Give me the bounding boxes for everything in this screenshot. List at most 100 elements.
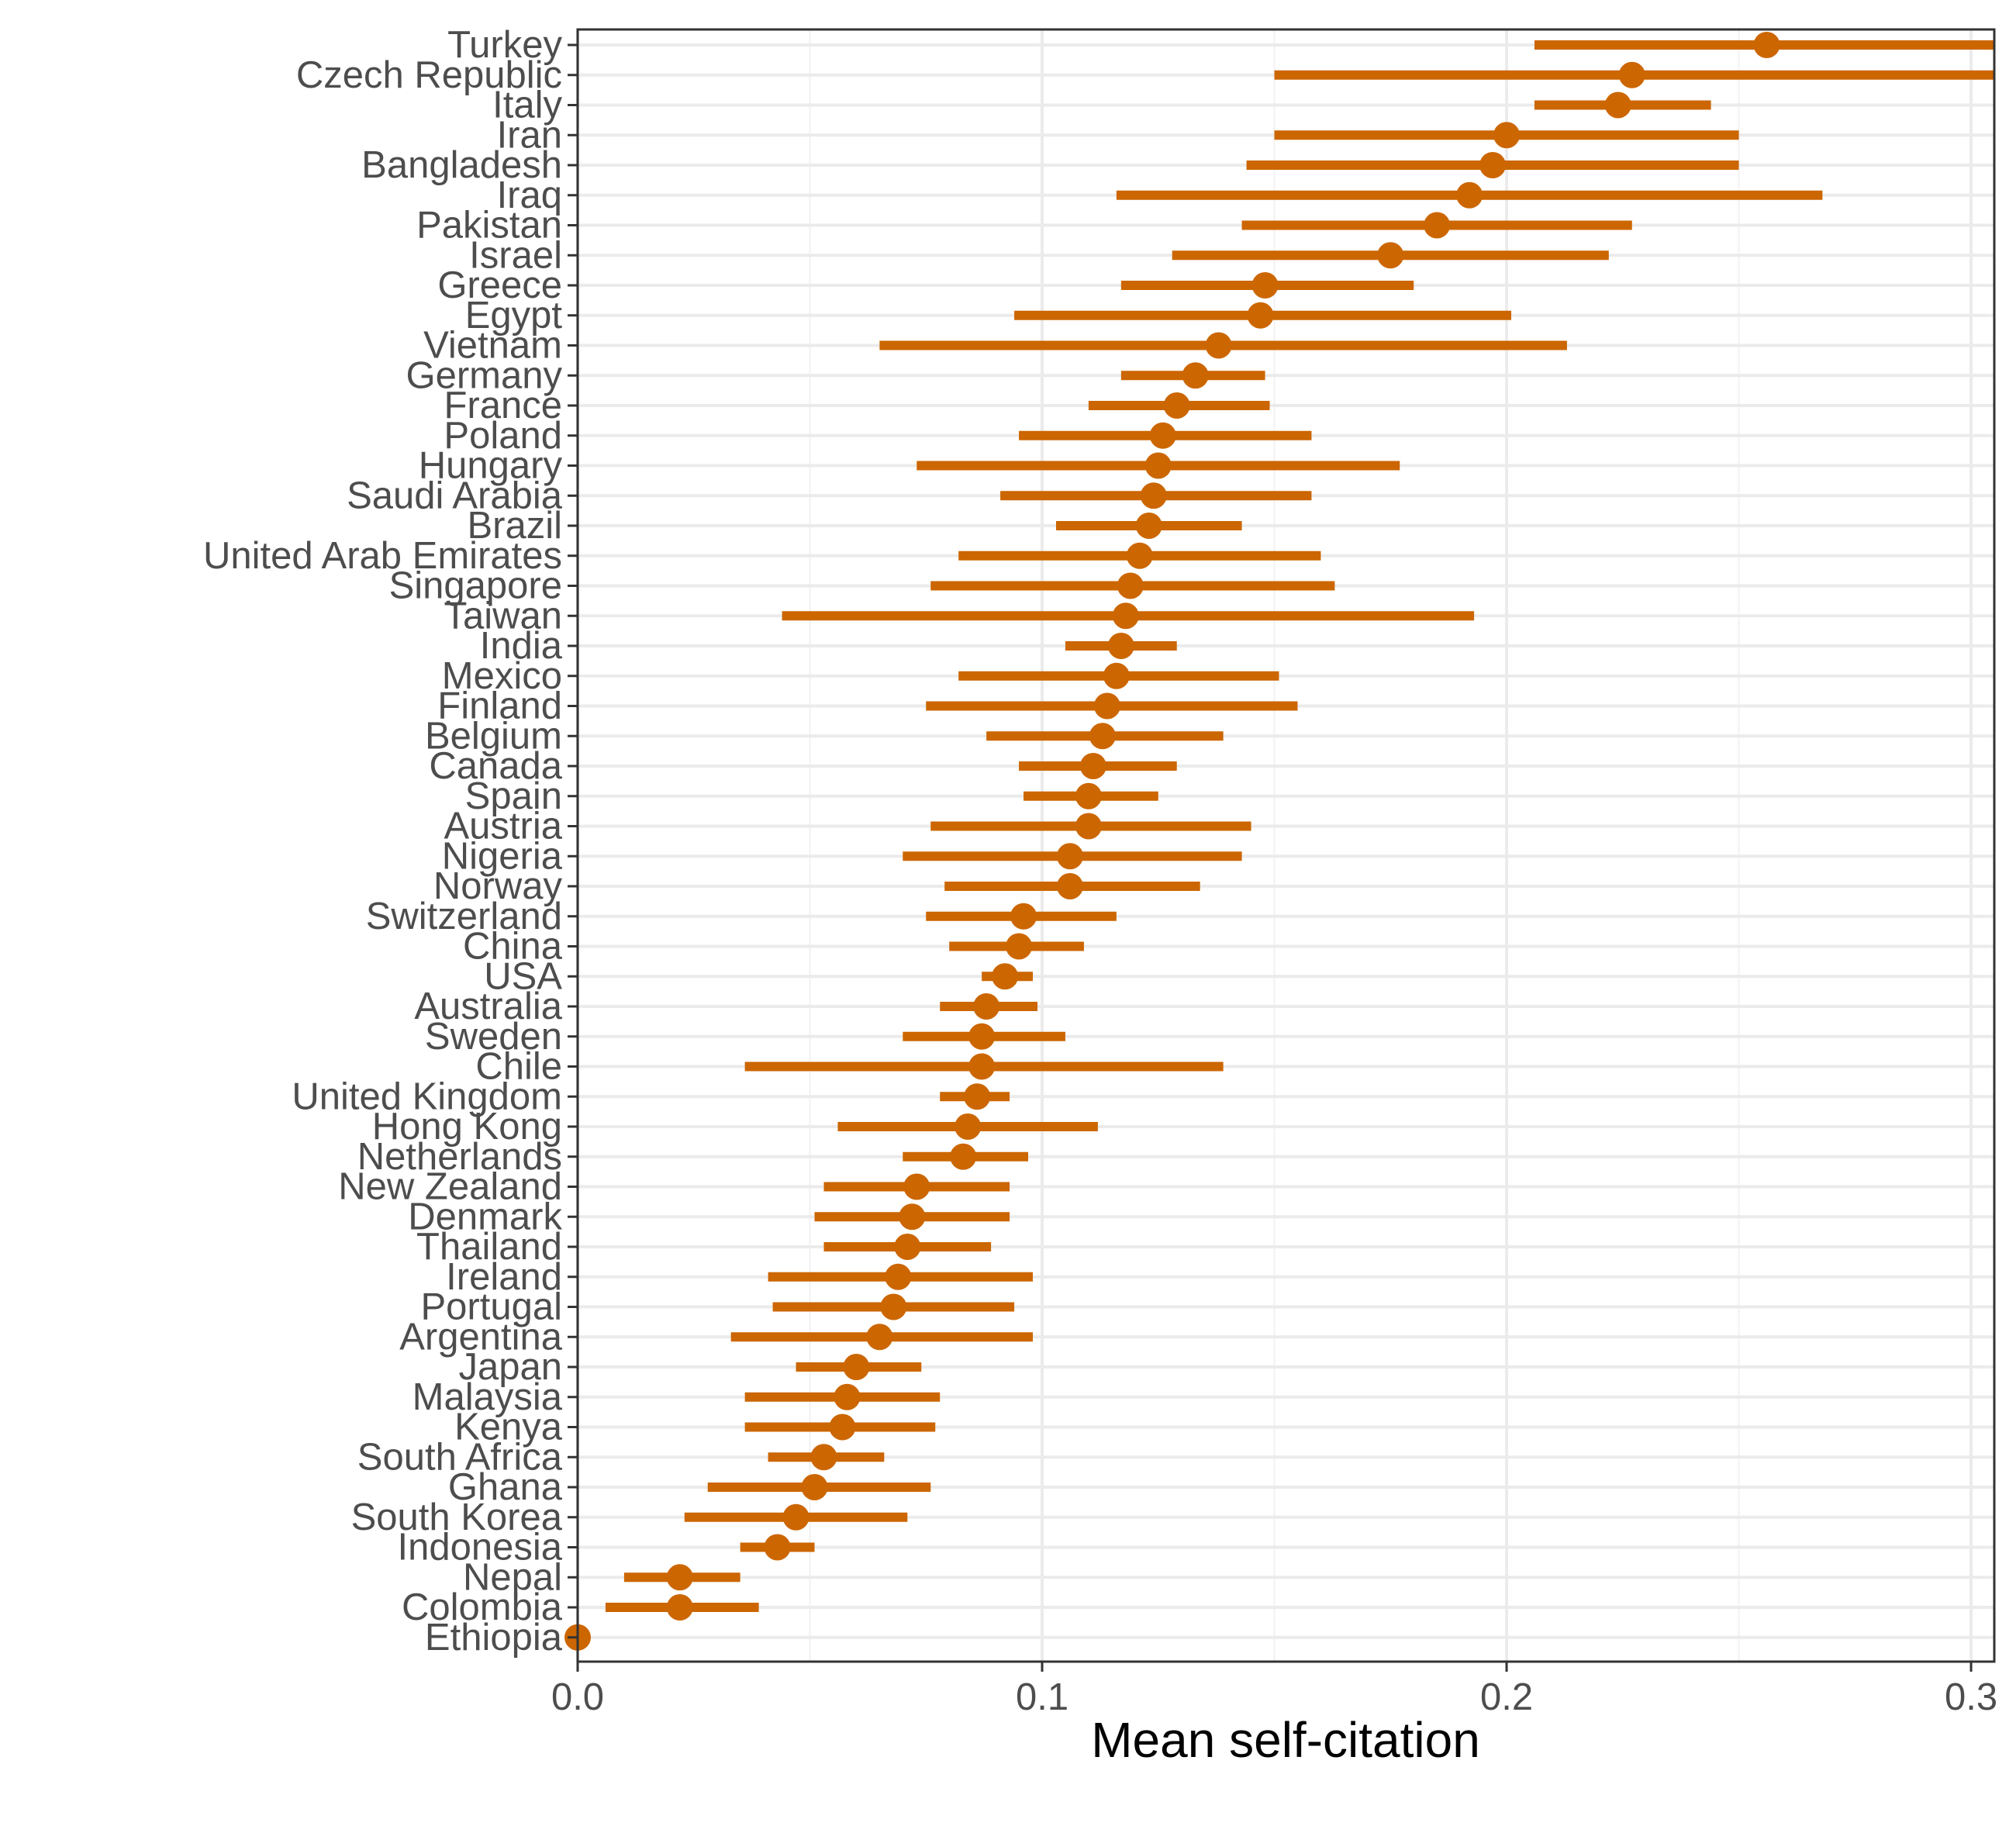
point-2 [1604,91,1631,119]
point-23 [1089,723,1116,750]
y-tick-label-17: United Arab Emirates [203,535,562,577]
point-26 [1075,813,1102,840]
x-tick-layer: 0.0 0.1 0.2 0.3 [551,1662,1997,1718]
y-tick-label-4: Bangladesh [361,144,562,186]
point-49 [782,1503,810,1531]
y-tick-label-51: Nepal [463,1556,562,1598]
y-tick-label-15: Saudi Arabia [347,475,563,516]
point-43 [866,1324,893,1351]
y-tick-label-48: Ghana [448,1466,563,1508]
y-tick-label-21: Mexico [442,655,562,697]
y-tick-label-35: United Kingdom [292,1075,562,1117]
y-tick-label-31: USA [484,955,562,997]
x-axis-title: Mean self-citation [1091,1712,1480,1768]
y-tick-label-42: Portugal [420,1286,562,1328]
point-5 [1456,181,1483,209]
point-28 [1056,873,1083,899]
y-tick-label-16: Brazil [467,505,562,547]
y-tick-label-3: Iran [497,114,562,156]
y-tick-label-26: Austria [444,806,562,847]
y-tick-label-29: Switzerland [366,896,562,937]
point-46 [829,1414,856,1441]
y-tick-label-41: Ireland [446,1256,562,1298]
point-layer [564,32,1780,1651]
point-12 [1163,392,1190,419]
point-14 [1144,452,1172,479]
y-tick-label-20: India [480,625,563,667]
point-38 [903,1173,930,1200]
y-tick-label-30: China [463,926,563,968]
point-11 [1182,362,1209,389]
point-20 [1107,633,1134,659]
point-34 [968,1053,996,1080]
point-10 [1205,332,1232,359]
panel-border [576,28,1996,1663]
y-tick-label-9: Egypt [465,295,563,337]
point-30 [1006,933,1033,960]
y-tick-label-7: Israel [469,234,562,276]
y-tick-label-25: Spain [465,775,562,817]
point-0 [1753,32,1780,58]
point-39 [899,1203,926,1231]
point-32 [973,993,1000,1020]
y-tick-label-11: Germany [406,354,562,396]
point-52 [666,1594,693,1621]
point-50 [764,1534,791,1561]
y-tick-label-0: Turkey [447,24,562,66]
x-tick-label-3: 0.3 [1945,1676,1997,1718]
y-tick-label-19: Taiwan [444,595,562,637]
y-tick-label-5: Iraq [497,174,562,216]
y-tick-label-45: Malaysia [413,1376,563,1418]
x-tick-label-2: 0.2 [1480,1676,1533,1718]
point-4 [1479,152,1507,178]
point-47 [810,1444,837,1471]
y-tick-label-24: Canada [429,745,562,787]
y-tick-label-38: New Zealand [338,1166,562,1208]
point-15 [1140,482,1167,509]
point-44 [843,1354,870,1380]
y-tick-label-10: Vietnam [423,325,562,367]
point-33 [968,1023,996,1050]
point-16 [1135,513,1162,539]
point-7 [1377,242,1404,269]
point-9 [1247,302,1274,329]
y-tick-label-18: Singapore [389,565,562,607]
y-tick-label-50: Indonesia [397,1527,562,1569]
point-48 [801,1474,828,1500]
x-tick-label-1: 0.1 [1016,1676,1068,1718]
y-tick-label-6: Pakistan [416,205,562,247]
panel-background [578,29,1994,1662]
y-tick-label-47: South Africa [357,1436,563,1478]
point-37 [950,1143,977,1170]
point-19 [1112,602,1139,630]
point-8 [1251,272,1279,299]
y-tick-label-27: Nigeria [442,835,563,877]
y-tick-label-32: Australia [414,985,562,1027]
point-1 [1618,61,1645,88]
y-tick-label-1: Czech Republic [296,54,562,96]
y-tick-label-44: Japan [458,1346,562,1388]
point-35 [964,1083,991,1110]
y-tick-label-46: Kenya [454,1407,563,1448]
y-tick-label-49: South Korea [351,1496,563,1538]
point-51 [666,1564,693,1591]
point-6 [1424,212,1451,239]
y-tick-label-14: Hungary [419,445,563,487]
point-29 [1010,903,1037,930]
point-27 [1056,843,1083,870]
y-tick-label-12: France [444,385,562,426]
y-tick-label-34: Chile [475,1046,562,1088]
point-42 [880,1293,907,1320]
y-tick-label-2: Italy [492,85,562,126]
y-tick-label-53: Ethiopia [425,1617,563,1659]
y-tick-label-36: Hong Kong [372,1106,562,1148]
point-45 [834,1383,861,1410]
point-22 [1093,692,1120,720]
y-tick-label-52: Colombia [402,1586,563,1628]
y-tick-label-39: Denmark [408,1196,562,1237]
y-tick-label-22: Finland [437,685,562,727]
point-41 [885,1263,912,1290]
